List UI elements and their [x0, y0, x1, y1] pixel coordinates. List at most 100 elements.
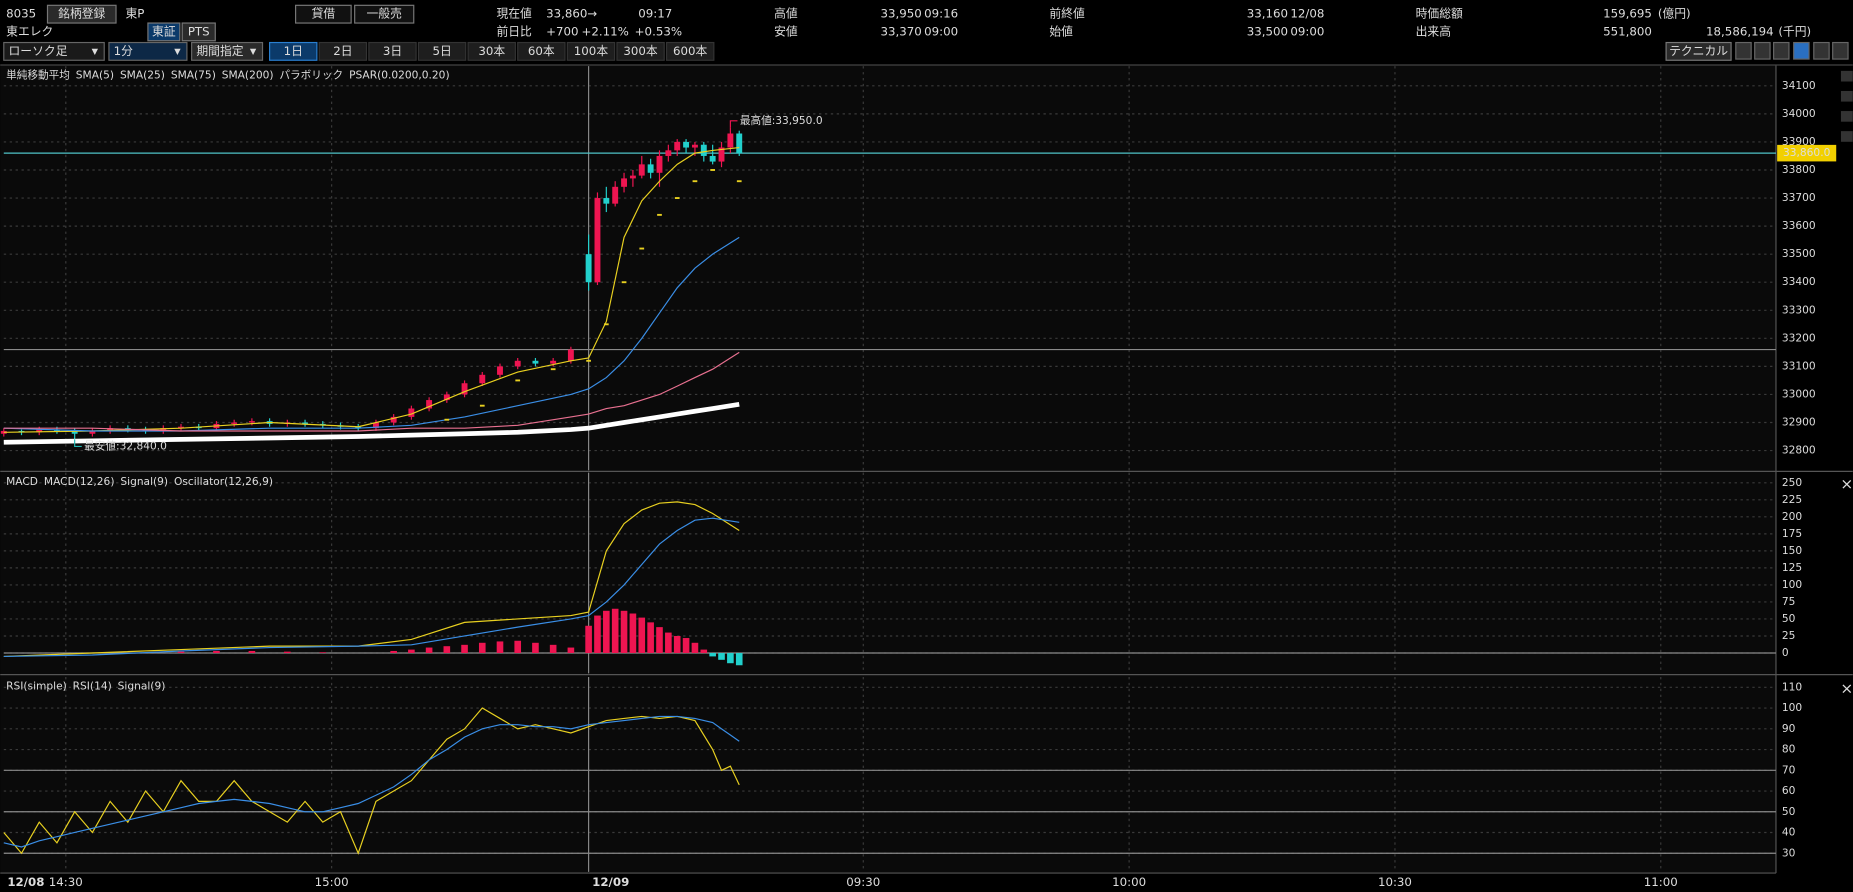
range-tab[interactable]	[517, 41, 566, 61]
button[interactable]	[354, 4, 415, 24]
range-tab[interactable]	[467, 41, 516, 61]
dropdown-label[interactable]: 期間指定	[196, 44, 243, 58]
y-tick-label: 33700	[1782, 191, 1816, 204]
range-tab[interactable]	[417, 41, 467, 61]
candle-body	[178, 426, 184, 429]
candle-body	[390, 416, 397, 423]
oscillator-bar	[532, 642, 539, 654]
range-tab[interactable]	[318, 41, 368, 61]
header-text: 33,860	[546, 7, 587, 21]
y-tick-label: 33600	[1782, 219, 1816, 232]
oscillator-bar	[461, 644, 468, 654]
candle-body	[718, 147, 725, 162]
y-tick-label: 175	[1782, 527, 1802, 540]
oscillator-bar	[177, 651, 185, 654]
oscillator-bar	[691, 642, 699, 654]
oscillator-bar	[408, 649, 415, 654]
dropdown-label[interactable]: ローソク足	[9, 44, 68, 58]
candle-body	[443, 394, 450, 401]
button[interactable]	[147, 22, 181, 42]
range-tab-label[interactable]: 30本	[478, 44, 505, 58]
button-label[interactable]: PTS	[188, 24, 210, 38]
close-icon[interactable]: ×	[1840, 475, 1853, 493]
legend-label: パラボリック	[279, 69, 343, 82]
range-tab-label[interactable]: 100本	[574, 44, 609, 58]
header-text: 09:00	[924, 24, 958, 38]
candle-body	[36, 429, 43, 433]
y-tick-label: 250	[1782, 476, 1803, 489]
header-text: 09:17	[638, 7, 672, 21]
candle-body	[231, 422, 238, 424]
y-tick-label: 33100	[1782, 359, 1816, 372]
tool-icons[interactable]	[1735, 41, 1849, 60]
header-text: +0.53%	[635, 24, 682, 38]
range-tab[interactable]	[665, 41, 715, 61]
range-tab[interactable]	[616, 41, 665, 61]
button-label[interactable]: 銘柄登録	[58, 7, 105, 21]
legend-label: MACD(12,26)	[44, 475, 115, 488]
y-tick-label: 50	[1782, 612, 1796, 625]
candle-body	[585, 254, 592, 283]
candle-body	[107, 428, 114, 431]
y-tick-label: 33400	[1782, 275, 1816, 288]
oscillator-bar	[735, 653, 743, 666]
range-tab-label[interactable]: 600本	[673, 44, 708, 58]
annotation: 最安値:32,840.0	[84, 439, 167, 452]
psar-dot	[515, 379, 521, 382]
y-tick-label: 100	[1782, 701, 1803, 714]
price-badge	[1777, 144, 1837, 162]
button[interactable]	[1665, 41, 1732, 61]
button-label[interactable]: テクニカル	[1669, 44, 1728, 58]
header-text: (千円)	[1778, 24, 1811, 38]
x-tick-label: 14:30	[49, 875, 83, 889]
psar-dot	[710, 169, 716, 171]
header-text: 出来高	[1416, 24, 1452, 38]
range-tab-label[interactable]: 60本	[528, 44, 555, 58]
range-tab[interactable]	[269, 41, 318, 61]
button[interactable]	[295, 4, 352, 24]
dropdown-arrow: ▼	[174, 46, 181, 56]
candle-body	[514, 360, 521, 367]
candle-body	[647, 164, 654, 173]
button-label[interactable]: 東証	[152, 24, 176, 38]
oscillator-bar	[567, 647, 575, 654]
legend-label: 単純移動平均	[6, 69, 70, 82]
x-tick-label: 12/08	[7, 875, 44, 889]
indicator-line	[3, 146, 740, 433]
dropdown[interactable]	[191, 41, 264, 61]
y-tick-label: 0	[1782, 646, 1789, 659]
dropdown[interactable]	[108, 41, 188, 61]
range-tab[interactable]	[566, 41, 616, 61]
indicator-line	[3, 401, 740, 445]
header-text: 安値	[774, 24, 798, 38]
range-tab-label[interactable]: 3日	[383, 44, 402, 58]
y-tick-label: 34100	[1782, 79, 1816, 92]
oscillator-bar	[620, 610, 628, 654]
button-label[interactable]: 一般売	[367, 7, 403, 21]
range-tab-label[interactable]: 300本	[623, 44, 658, 58]
button-label[interactable]: 貸借	[312, 7, 336, 21]
header-text: 09:16	[924, 7, 958, 21]
range-tab-label[interactable]: 2日	[333, 44, 352, 58]
price-badge-label: 33,860.0	[1783, 146, 1831, 159]
psar-dot	[550, 368, 556, 371]
candle-body	[302, 422, 309, 424]
candle-body	[612, 186, 619, 204]
oscillator-bar	[390, 650, 397, 654]
dropdown[interactable]	[3, 41, 105, 61]
candle-body	[736, 133, 743, 154]
dropdown-label[interactable]: 1分	[114, 44, 134, 58]
header-text: 33,950	[880, 7, 921, 21]
y-tick-label: 200	[1782, 510, 1803, 523]
range-tab-label[interactable]: 1日	[284, 44, 303, 58]
range-tab-label[interactable]: 5日	[432, 44, 451, 58]
psar-dot	[621, 281, 627, 284]
psar-dot	[639, 247, 645, 250]
button[interactable]	[46, 4, 117, 24]
close-icon[interactable]: ×	[1840, 679, 1853, 697]
button[interactable]	[181, 22, 216, 42]
svg-text:×: ×	[1840, 679, 1853, 697]
range-tab[interactable]	[368, 41, 417, 61]
candle-body	[700, 144, 707, 156]
oscillator-bar	[443, 646, 451, 654]
